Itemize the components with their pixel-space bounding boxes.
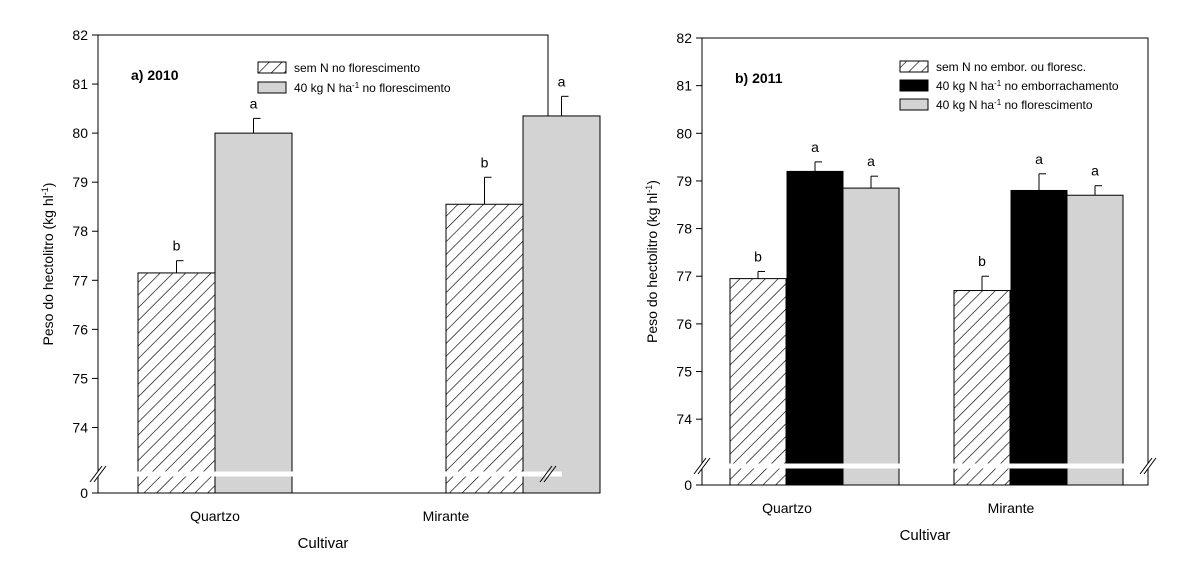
bar bbox=[786, 170, 844, 486]
x-tick-label: Quartzo bbox=[762, 500, 812, 516]
significance-letter: a bbox=[867, 153, 875, 169]
bar bbox=[953, 290, 1011, 486]
y-tick-label: 82 bbox=[72, 27, 88, 43]
y-tick-label: 75 bbox=[72, 370, 88, 386]
axis-break-mark bbox=[89, 465, 103, 483]
x-axis-label: Cultivar bbox=[298, 535, 349, 552]
significance-letter: a bbox=[811, 139, 819, 155]
legend-swatch bbox=[257, 81, 287, 94]
significance-letter: a bbox=[558, 73, 566, 89]
y-tick-label: 0 bbox=[80, 485, 88, 501]
bar bbox=[842, 187, 900, 486]
significance-letter: a bbox=[1035, 151, 1043, 167]
x-tick-label: Mirante bbox=[423, 508, 470, 524]
bar bbox=[214, 132, 293, 494]
y-axis-label: Peso do hectolitro (kg hl-1) bbox=[644, 180, 660, 343]
significance-letter: a bbox=[250, 95, 258, 111]
axis-break-mark bbox=[543, 465, 557, 483]
axis-break-mark bbox=[693, 457, 707, 475]
legend-swatch bbox=[257, 61, 287, 74]
bar bbox=[137, 272, 216, 494]
bar bbox=[445, 203, 524, 494]
y-tick-label: 74 bbox=[72, 419, 88, 435]
y-tick-label: 79 bbox=[676, 173, 692, 189]
significance-letter: a bbox=[1091, 163, 1099, 179]
axis-break-mark bbox=[539, 465, 553, 483]
x-tick-label: Quartzo bbox=[190, 508, 240, 524]
y-tick-label: 78 bbox=[676, 221, 692, 237]
panel-title: a) 2010 bbox=[131, 67, 179, 83]
bar bbox=[1066, 194, 1124, 486]
legend-label: sem N no florescimento bbox=[294, 61, 420, 75]
plot-frame bbox=[701, 37, 1149, 486]
y-tick-label: 75 bbox=[676, 364, 692, 380]
panel-title: b) 2011 bbox=[735, 70, 783, 86]
axis-break-mark bbox=[1139, 457, 1153, 475]
significance-letter: b bbox=[173, 238, 181, 254]
chart-panel-2010: 74 75 76 77 78 79 80 81 82 0 b b a a Quartzo Mirante Cul… bbox=[40, 27, 601, 552]
axis-break-mark bbox=[1143, 457, 1157, 475]
y-tick-label: 76 bbox=[72, 321, 88, 337]
y-tick-label: 74 bbox=[676, 411, 692, 427]
significance-letter: b bbox=[481, 154, 489, 170]
axis-break-band bbox=[84, 471, 562, 477]
x-axis-label: Cultivar bbox=[900, 527, 951, 544]
bar bbox=[522, 115, 601, 494]
significance-letter: b bbox=[754, 248, 762, 264]
chart-panel-2011: 74 75 76 77 78 79 80 81 82 0 b b a a a a Quartzo Mirante C… bbox=[644, 30, 1162, 544]
significance-letter: b bbox=[978, 253, 986, 269]
legend-swatch bbox=[899, 98, 929, 111]
y-tick-label: 82 bbox=[676, 30, 692, 46]
legend-label: 40 kg N ha-1 no florescimento bbox=[294, 81, 451, 96]
y-tick-label: 81 bbox=[72, 76, 88, 92]
legend-label: 40 kg N ha-1 no emborrachamento bbox=[936, 79, 1119, 94]
y-tick-label: 78 bbox=[72, 223, 88, 239]
legend-label: sem N no embor. ou floresc. bbox=[936, 60, 1086, 74]
legend-label: 40 kg N ha-1 no florescimento bbox=[936, 98, 1093, 113]
y-tick-label: 77 bbox=[72, 272, 88, 288]
x-tick-label: Mirante bbox=[988, 500, 1035, 516]
y-tick-label: 80 bbox=[72, 125, 88, 141]
y-tick-label: 77 bbox=[676, 268, 692, 284]
y-tick-label: 0 bbox=[684, 477, 692, 493]
y-tick-label: 76 bbox=[676, 316, 692, 332]
legend-swatch bbox=[899, 79, 929, 92]
legend-swatch bbox=[899, 60, 929, 73]
axis-break-mark bbox=[697, 457, 711, 475]
bar bbox=[1010, 189, 1068, 486]
y-tick-label: 80 bbox=[676, 125, 692, 141]
axis-break-band bbox=[688, 463, 1162, 469]
axis-break-mark bbox=[93, 465, 107, 483]
y-tick-label: 79 bbox=[72, 174, 88, 190]
y-axis-label: Peso do hectolitro (kg hl-1) bbox=[40, 183, 56, 346]
y-tick-label: 81 bbox=[676, 78, 692, 94]
bar bbox=[729, 278, 787, 486]
